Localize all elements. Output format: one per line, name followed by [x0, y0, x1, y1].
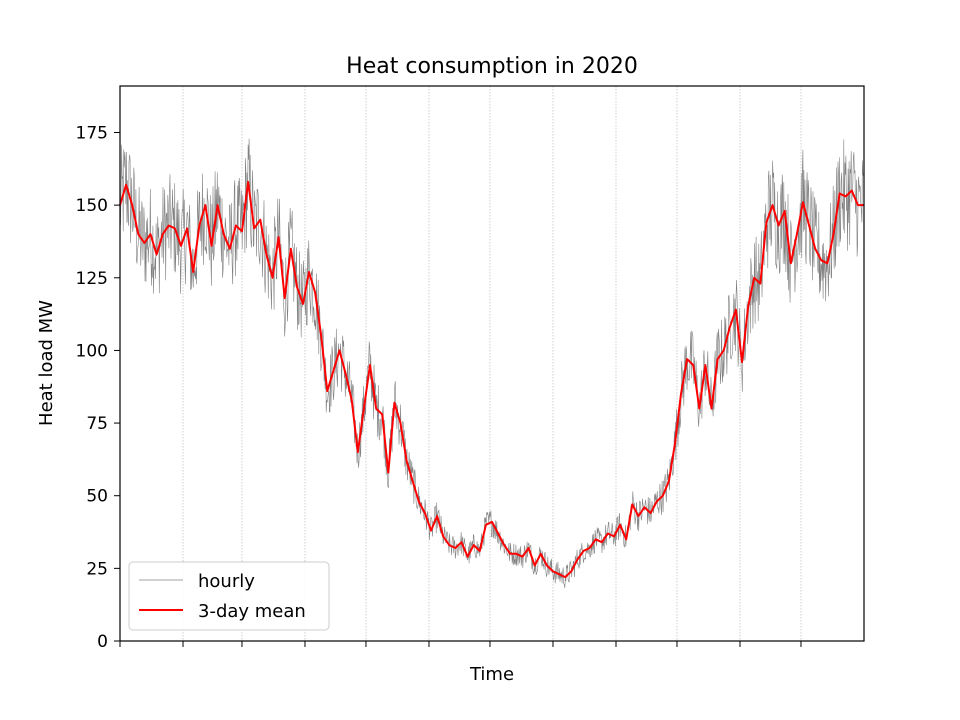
- y-tick-label: 25: [86, 559, 108, 579]
- y-tick-label: 175: [76, 123, 108, 143]
- legend-hourly-label: hourly: [198, 571, 255, 592]
- hourly-series: [119, 138, 865, 589]
- y-axis-label: Heat load MW: [36, 300, 57, 426]
- mean-series: [119, 180, 864, 579]
- y-tick-label: 125: [76, 269, 108, 289]
- chart-title: Heat consumption in 2020: [346, 54, 638, 79]
- y-tick-label: 50: [86, 487, 108, 507]
- y-tick-label: 100: [76, 341, 108, 361]
- x-axis-label: Time: [469, 664, 514, 685]
- y-tick-label: 150: [76, 196, 108, 216]
- hourly-line: [119, 138, 865, 589]
- legend-mean-label: 3-day mean: [198, 601, 306, 622]
- legend-box: [128, 561, 330, 631]
- axes: 0 25 50 75 100 125 150 175: [76, 85, 865, 652]
- legend: hourly 3-day mean: [128, 561, 330, 631]
- grid: [182, 86, 802, 641]
- y-tick-label: 0: [97, 632, 108, 652]
- plot-frame: [119, 85, 865, 642]
- y-tick-label: 75: [86, 414, 108, 434]
- mean-line: [119, 180, 864, 579]
